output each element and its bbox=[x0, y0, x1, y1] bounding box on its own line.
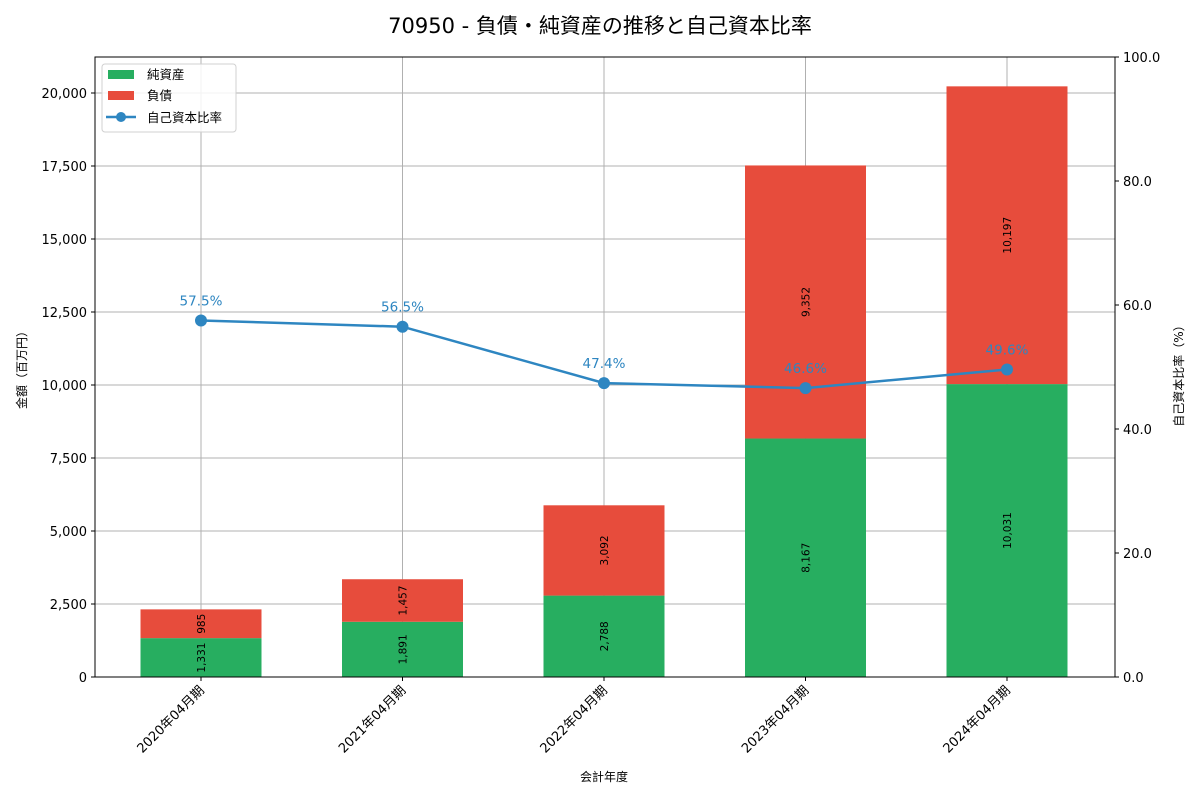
y-tick-label: 12,500 bbox=[42, 306, 88, 321]
ratio-value-label: 47.4% bbox=[583, 356, 626, 372]
bar-net-assets bbox=[946, 384, 1068, 677]
legend-marker-ratio bbox=[116, 112, 126, 122]
bar-value-net-assets: 1,331 bbox=[196, 643, 208, 673]
y2-tick-label: 0.0 bbox=[1123, 671, 1144, 686]
bar-value-net-assets: 1,891 bbox=[398, 634, 410, 664]
x-axis: 2020年04月期 2021年04月期 2022年04月期 2023年04月期 2024… bbox=[135, 677, 1014, 757]
chart-title: 70950 - 負債・純資産の推移と自己資本比率 bbox=[388, 14, 812, 38]
y-tick-label: 0 bbox=[79, 671, 87, 686]
bar-liabilities bbox=[946, 86, 1068, 385]
bar-liabilities bbox=[140, 609, 262, 639]
bar-net-assets bbox=[745, 438, 866, 677]
bar-liabilities bbox=[342, 579, 463, 622]
y-tick-label: 10,000 bbox=[42, 379, 88, 394]
bar-net-assets bbox=[140, 638, 262, 677]
y2-axis-title: 自己資本比率（%） bbox=[1171, 319, 1186, 426]
ratio-value-label: 49.6% bbox=[986, 342, 1029, 358]
ratio-marker bbox=[396, 320, 409, 333]
left-y-axis: 0 2,500 5,000 7,500 10,000 12,500 15,000 17,500… bbox=[42, 87, 95, 686]
plot-frame bbox=[94, 56, 1116, 678]
ratio-value-label: 57.5% bbox=[180, 294, 223, 310]
x-tick-label: 2023年04月期 bbox=[739, 683, 812, 756]
y2-tick-label: 20.0 bbox=[1123, 547, 1152, 562]
legend-box bbox=[101, 63, 237, 133]
y-tick-label: 15,000 bbox=[42, 233, 88, 248]
bar-value-net-assets: 10,031 bbox=[1002, 512, 1014, 549]
bar-value-net-assets: 8,167 bbox=[801, 543, 813, 573]
bar-value-liabilities: 985 bbox=[196, 614, 208, 634]
x-tick-label: 2024年04月期 bbox=[941, 683, 1014, 756]
bar-value-liabilities: 3,092 bbox=[599, 535, 611, 565]
legend: 純資産 負債 自己資本比率 bbox=[101, 63, 237, 133]
legend-swatch-liabilities bbox=[108, 91, 134, 100]
y-axis-title: 金額（百万円） bbox=[14, 325, 29, 409]
x-tick-label: 2020年04月期 bbox=[135, 683, 208, 756]
x-tick-label: 2022年04月期 bbox=[538, 683, 611, 756]
y-tick-label: 7,500 bbox=[50, 452, 87, 467]
bar-net-assets bbox=[543, 595, 665, 677]
y2-tick-label: 40.0 bbox=[1123, 423, 1152, 438]
y-tick-label: 20,000 bbox=[42, 87, 88, 102]
bar-liabilities bbox=[543, 505, 665, 596]
y-tick-label: 2,500 bbox=[50, 598, 87, 613]
legend-label-liabilities: 負債 bbox=[147, 88, 172, 103]
ratio-value-label: 56.5% bbox=[381, 300, 424, 316]
y2-tick-label: 80.0 bbox=[1123, 175, 1152, 190]
y-tick-label: 5,000 bbox=[50, 525, 87, 540]
y2-tick-label: 100.0 bbox=[1123, 51, 1160, 66]
ratio-value-label: 46.6% bbox=[784, 361, 827, 377]
legend-label-ratio: 自己資本比率 bbox=[147, 110, 222, 125]
right-y-axis: 0.0 20.0 40.0 60.0 80.0 100.0 bbox=[1115, 51, 1160, 686]
bar-value-liabilities: 9,352 bbox=[801, 287, 813, 317]
ratio-marker bbox=[598, 377, 610, 390]
ratio-marker bbox=[195, 314, 207, 327]
y2-tick-label: 60.0 bbox=[1123, 299, 1152, 314]
bar-value-liabilities: 10,197 bbox=[1002, 217, 1014, 254]
ratio-line: 57.5% 56.5% 47.4% 46.6% 49.6% bbox=[180, 294, 1029, 395]
ratio-marker bbox=[1001, 363, 1013, 376]
x-tick-label: 2021年04月期 bbox=[336, 683, 409, 756]
bar-value-liabilities: 1,457 bbox=[398, 585, 410, 615]
bar-value-net-assets: 2,788 bbox=[599, 621, 611, 651]
x-axis-title: 会計年度 bbox=[580, 769, 628, 784]
ratio-marker bbox=[799, 382, 812, 395]
bar-net-assets bbox=[342, 621, 463, 677]
legend-swatch-net-assets bbox=[108, 70, 134, 79]
y-tick-label: 17,500 bbox=[42, 160, 88, 175]
legend-label-net-assets: 純資産 bbox=[147, 67, 185, 82]
